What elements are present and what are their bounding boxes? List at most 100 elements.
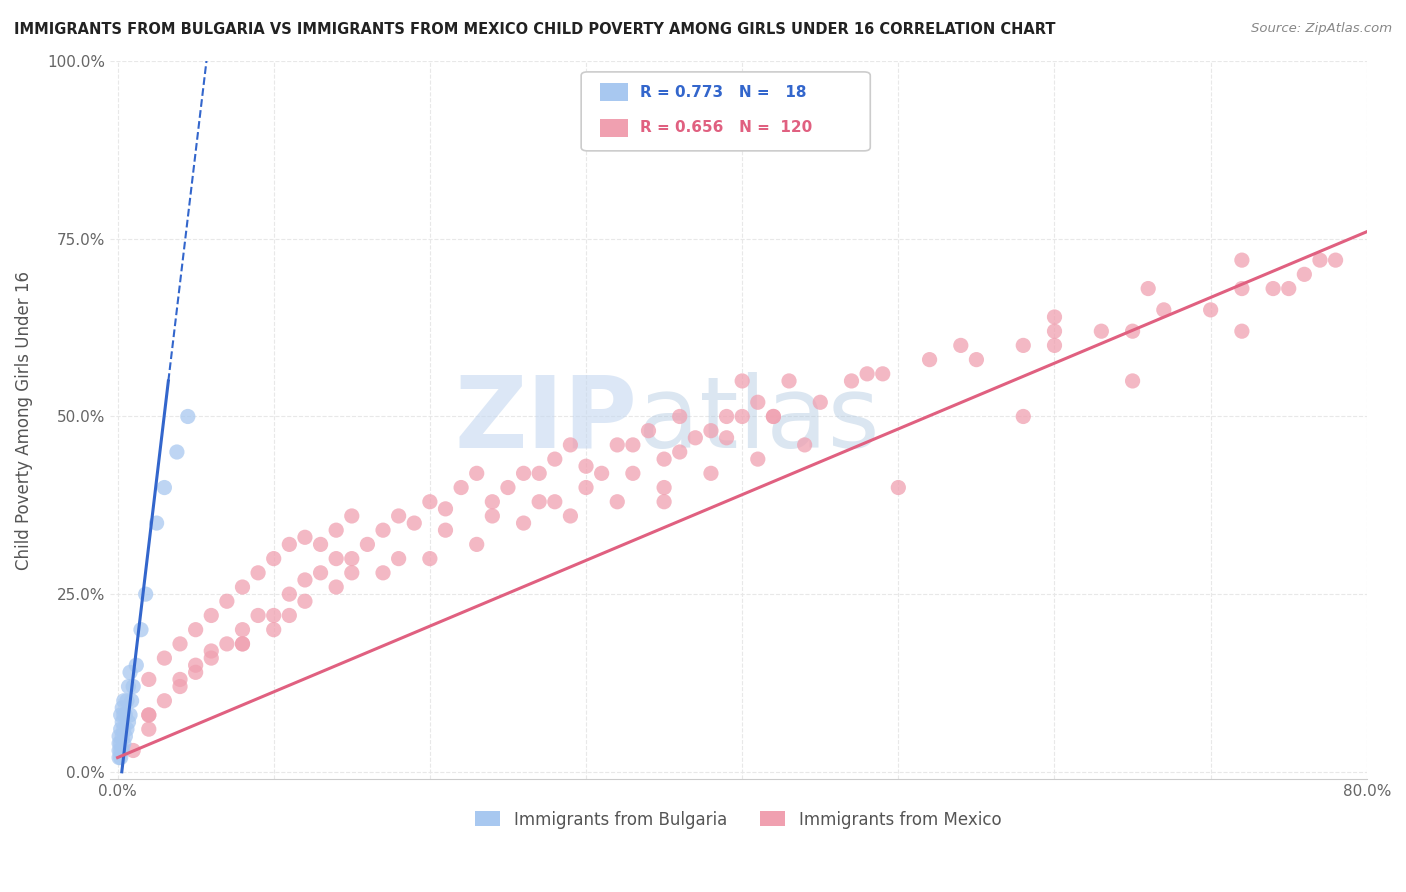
Point (575, 459, 598, 474)
Point (215, 594, 238, 608)
Point (153, 481, 176, 495)
Point (1137, 281, 1160, 295)
Point (177, 409, 200, 424)
Point (138, 722, 160, 736)
Point (110, 736, 132, 750)
Point (560, 508, 582, 523)
Point (606, 495, 628, 509)
Point (247, 566, 270, 580)
Point (685, 431, 707, 445)
Point (872, 367, 894, 381)
Point (591, 467, 613, 481)
Point (111, 714, 134, 729)
Point (129, 623, 152, 637)
Point (145, 516, 167, 530)
Point (309, 537, 332, 551)
Point (621, 438, 644, 452)
Point (856, 367, 879, 381)
Point (278, 537, 301, 551)
Point (465, 537, 488, 551)
Point (793, 438, 815, 452)
Point (668, 445, 690, 459)
Point (215, 637, 238, 651)
Point (621, 467, 644, 481)
Point (575, 481, 598, 495)
Point (118, 708, 141, 723)
Point (762, 409, 785, 424)
Point (114, 708, 136, 723)
Point (117, 714, 139, 729)
Point (294, 530, 316, 544)
Point (184, 658, 207, 673)
Point (404, 516, 426, 530)
Point (125, 658, 148, 673)
Point (560, 438, 582, 452)
Point (371, 523, 394, 537)
Point (700, 424, 723, 438)
Point (778, 374, 800, 388)
Point (294, 594, 316, 608)
Point (231, 637, 253, 651)
Point (1122, 374, 1144, 388)
Point (231, 637, 253, 651)
Point (115, 722, 138, 736)
Point (1230, 324, 1253, 338)
Point (169, 673, 191, 687)
Point (309, 566, 332, 580)
Point (668, 409, 690, 424)
Point (325, 523, 347, 537)
Point (1261, 281, 1284, 295)
Point (512, 467, 534, 481)
Point (434, 501, 457, 516)
Point (652, 495, 675, 509)
FancyBboxPatch shape (581, 72, 870, 151)
Point (1090, 324, 1112, 338)
Point (1043, 310, 1066, 324)
Point (1122, 324, 1144, 338)
Point (450, 481, 472, 495)
Legend: Immigrants from Bulgaria, Immigrants from Mexico: Immigrants from Bulgaria, Immigrants fro… (468, 804, 1008, 835)
Point (606, 438, 628, 452)
Point (166, 445, 188, 459)
Point (419, 495, 441, 509)
Text: R = 0.773   N =   18: R = 0.773 N = 18 (640, 85, 807, 100)
Point (716, 409, 738, 424)
Point (114, 729, 136, 743)
Point (747, 395, 769, 409)
Y-axis label: Child Poverty Among Girls Under 16: Child Poverty Among Girls Under 16 (15, 270, 32, 569)
Point (294, 573, 316, 587)
Point (544, 452, 567, 467)
Point (110, 708, 132, 723)
Point (110, 722, 132, 736)
Point (263, 551, 285, 566)
Point (200, 644, 222, 658)
Bar (600, 83, 627, 101)
Point (108, 750, 131, 764)
Point (1043, 338, 1066, 352)
Point (138, 673, 160, 687)
Text: Source: ZipAtlas.com: Source: ZipAtlas.com (1251, 22, 1392, 36)
Point (122, 743, 145, 757)
Point (278, 608, 301, 623)
Point (117, 680, 139, 694)
Point (153, 694, 176, 708)
Point (965, 352, 987, 367)
Point (887, 481, 910, 495)
Point (434, 523, 457, 537)
Point (512, 516, 534, 530)
Point (1230, 253, 1253, 268)
Point (263, 623, 285, 637)
Point (135, 587, 157, 601)
Point (388, 551, 411, 566)
Point (652, 481, 675, 495)
Point (325, 580, 347, 594)
Point (1309, 253, 1331, 268)
Point (108, 729, 131, 743)
Point (1012, 338, 1035, 352)
Point (112, 708, 135, 723)
Point (731, 374, 754, 388)
Point (112, 722, 135, 736)
Point (200, 608, 222, 623)
Point (110, 743, 132, 757)
Point (325, 551, 347, 566)
